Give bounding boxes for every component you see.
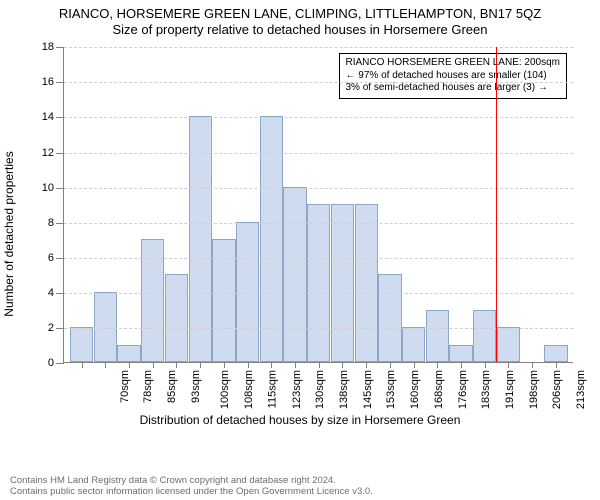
x-tick (176, 362, 177, 368)
histogram-bar (165, 274, 188, 362)
x-tick-label: 160sqm (409, 370, 421, 409)
x-tick (461, 362, 462, 368)
y-tick-label: 8 (48, 217, 64, 229)
x-tick-label: 206sqm (552, 370, 564, 409)
x-tick (82, 362, 83, 368)
x-tick (414, 362, 415, 368)
legend-line-2: ← 97% of detached houses are smaller (10… (346, 70, 561, 83)
x-tick-label: 93sqm (190, 370, 202, 403)
y-tick-label: 12 (42, 147, 64, 159)
x-tick-label: 176sqm (457, 370, 469, 409)
y-tick-label: 14 (42, 111, 64, 123)
histogram-bar (449, 345, 472, 363)
reference-line (496, 47, 497, 362)
x-tick-label: 213sqm (575, 370, 587, 409)
x-tick (342, 362, 343, 368)
histogram-bar (378, 274, 401, 362)
attribution-footer: Contains HM Land Registry data © Crown c… (10, 476, 590, 498)
x-tick (508, 362, 509, 368)
histogram-bar (426, 310, 449, 363)
histogram-bar (331, 204, 354, 362)
x-tick (390, 362, 391, 368)
x-tick (532, 362, 533, 368)
x-tick-label: 115sqm (266, 370, 278, 408)
legend-line-3: 3% of semi-detached houses are larger (3… (346, 82, 561, 95)
histogram-bar (283, 187, 306, 363)
x-tick (295, 362, 296, 368)
x-tick (105, 362, 106, 368)
x-tick-label: 138sqm (338, 370, 350, 409)
x-tick (129, 362, 130, 368)
chart-title-line-2: Size of property relative to detached ho… (10, 22, 590, 38)
histogram-bar (473, 310, 496, 363)
x-tick (437, 362, 438, 368)
chart-container: RIANCO, HORSEMERE GREEN LANE, CLIMPING, … (0, 0, 600, 500)
legend-box: RIANCO HORSEMERE GREEN LANE: 200sqm ← 97… (339, 53, 568, 99)
x-tick-label: 78sqm (142, 370, 154, 403)
x-tick-label: 145sqm (362, 370, 374, 409)
x-tick (366, 362, 367, 368)
x-tick (153, 362, 154, 368)
y-tick-label: 6 (48, 252, 64, 264)
legend-line-1: RIANCO HORSEMERE GREEN LANE: 200sqm (346, 57, 561, 70)
histogram-bar (117, 345, 140, 363)
y-tick-label: 16 (42, 76, 64, 88)
x-tick-label: 183sqm (480, 370, 492, 409)
x-tick (200, 362, 201, 368)
y-tick-label: 2 (48, 322, 64, 334)
y-tick-label: 10 (42, 182, 64, 194)
x-axis-label: Distribution of detached houses by size … (15, 413, 585, 427)
histogram-bar (355, 204, 378, 362)
histogram-bar (497, 327, 520, 362)
x-tick-label: 70sqm (119, 370, 131, 403)
x-tick-label: 130sqm (314, 370, 326, 409)
chart-area: Number of detached properties RIANCO HOR… (15, 39, 585, 429)
x-tick (485, 362, 486, 368)
y-tick-label: 0 (48, 357, 64, 369)
x-tick-label: 123sqm (291, 370, 303, 409)
x-tick-label: 108sqm (243, 370, 255, 409)
x-tick (319, 362, 320, 368)
x-tick-label: 153sqm (386, 370, 398, 409)
histogram-bar (402, 327, 425, 362)
x-tick (271, 362, 272, 368)
y-axis-label: Number of detached properties (2, 151, 16, 316)
y-tick-label: 18 (42, 41, 64, 53)
histogram-bar (307, 204, 330, 362)
histogram-bar (70, 327, 93, 362)
x-tick (248, 362, 249, 368)
footer-line-2: Contains public sector information licen… (10, 487, 590, 498)
plot-region: RIANCO HORSEMERE GREEN LANE: 200sqm ← 97… (63, 47, 573, 363)
x-tick (224, 362, 225, 368)
x-tick-label: 100sqm (220, 370, 232, 409)
x-tick-label: 168sqm (433, 370, 445, 409)
histogram-bar (544, 345, 567, 363)
x-tick-label: 191sqm (504, 370, 516, 409)
x-tick-label: 85sqm (166, 370, 178, 403)
y-tick-label: 4 (48, 287, 64, 299)
x-tick-label: 198sqm (528, 370, 540, 409)
chart-title-line-1: RIANCO, HORSEMERE GREEN LANE, CLIMPING, … (10, 6, 590, 22)
x-tick (556, 362, 557, 368)
